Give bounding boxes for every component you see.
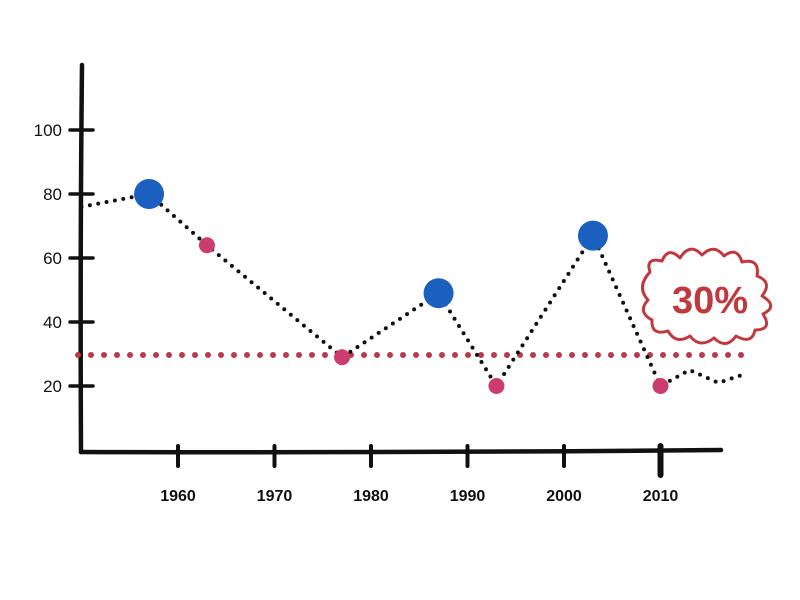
y-tick-label: 60 — [43, 249, 62, 268]
trough-point — [334, 349, 351, 366]
x-tick-label: 2000 — [546, 488, 582, 505]
x-axis — [78, 447, 724, 455]
series-line-group — [79, 192, 750, 388]
y-tick-label: 40 — [43, 313, 62, 332]
x-tick-label: 1980 — [353, 488, 389, 505]
y-tick-label: 100 — [34, 121, 62, 140]
annotation-text: 30% — [672, 280, 748, 322]
x-tick-label: 1960 — [160, 488, 196, 505]
peak-point — [134, 179, 165, 209]
burst-shape — [641, 247, 773, 345]
peak-point — [423, 278, 454, 309]
trough-point — [488, 378, 505, 394]
y-axis — [78, 62, 85, 455]
x-tick-label: 1990 — [450, 488, 486, 505]
peak-point — [577, 220, 608, 251]
y-tick-label: 80 — [43, 185, 62, 204]
x-tick-label: 2010 — [643, 488, 679, 505]
x-ticks: 1960 1970 1980 1990 2000 2010 — [160, 443, 679, 505]
y-tick-label: 20 — [43, 377, 62, 396]
markers — [134, 179, 669, 394]
annotation-badge: 30% — [641, 247, 773, 345]
trough-point — [652, 378, 669, 394]
x-tick-label: 1970 — [257, 488, 293, 505]
axes — [78, 62, 724, 455]
y-ticks: 20 40 60 80 100 — [34, 121, 95, 396]
series-line — [79, 192, 750, 388]
trough-point — [198, 237, 215, 254]
